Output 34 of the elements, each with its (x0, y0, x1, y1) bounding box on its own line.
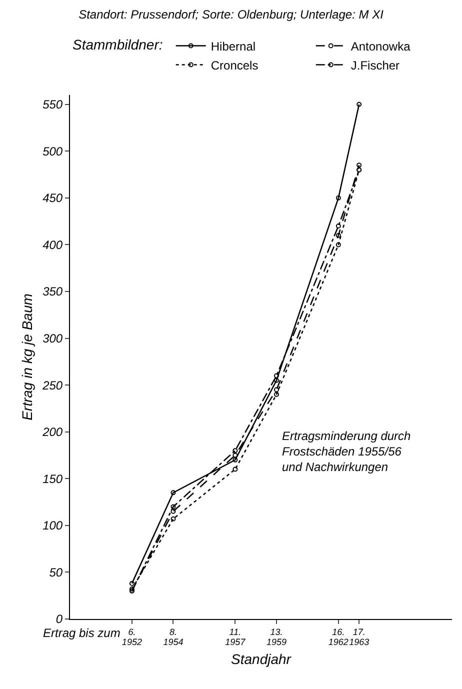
legend-label: J.Fischer (350, 58, 400, 72)
x2-tick-label: 1952 (122, 637, 142, 647)
legend-label: Hibernal (210, 39, 256, 54)
x2-tick-label: 1963 (349, 637, 370, 647)
text: Ertrag bis zum (43, 626, 120, 640)
x-tick-label: 8. (169, 626, 177, 637)
y-tick-label: 200 (42, 425, 63, 440)
y-tick-label: 250 (42, 378, 63, 392)
chart-title: Standort: Prussendorf; Sorte: Oldenburg; Unterlage: M XI (78, 8, 384, 22)
x2-tick-label: 1957 (225, 637, 246, 647)
y-tick-label: 500 (42, 144, 63, 158)
x2-tick-label: 1962 (328, 637, 348, 647)
y-tick-label: 0 (56, 612, 63, 626)
legend-label: Antonowka (350, 39, 411, 54)
y-tick-label: 300 (42, 331, 63, 346)
y-tick-label: 350 (42, 284, 63, 299)
y-axis-title: Ertrag in kg je Baum (19, 293, 35, 420)
y-tick-label: 400 (42, 238, 63, 252)
x-tick-label: 13. (270, 626, 283, 637)
legend-title: Stammbildner: (72, 36, 163, 52)
x-tick-label: 11. (229, 626, 242, 637)
y-tick-label: 550 (42, 98, 63, 112)
x2-tick-label: 1954 (163, 637, 184, 647)
y-tick-label: 450 (42, 191, 63, 206)
legend-label: Croncels (210, 58, 258, 72)
annotation: Ertragsminderung durch Frostschäden 1955/56 und Nachwirkungen (282, 429, 412, 474)
x-tick-label: 6. (128, 626, 136, 637)
x-axis-title: Standjahr (231, 651, 292, 668)
x-tick-label: 16. (332, 626, 345, 637)
y-tick-label: 150 (42, 472, 63, 486)
x-tick-label: 17. (352, 626, 366, 637)
x2-tick-label: 1959 (266, 637, 287, 647)
y-tick-label: 50 (49, 565, 63, 580)
y-tick-label: 100 (42, 518, 63, 533)
